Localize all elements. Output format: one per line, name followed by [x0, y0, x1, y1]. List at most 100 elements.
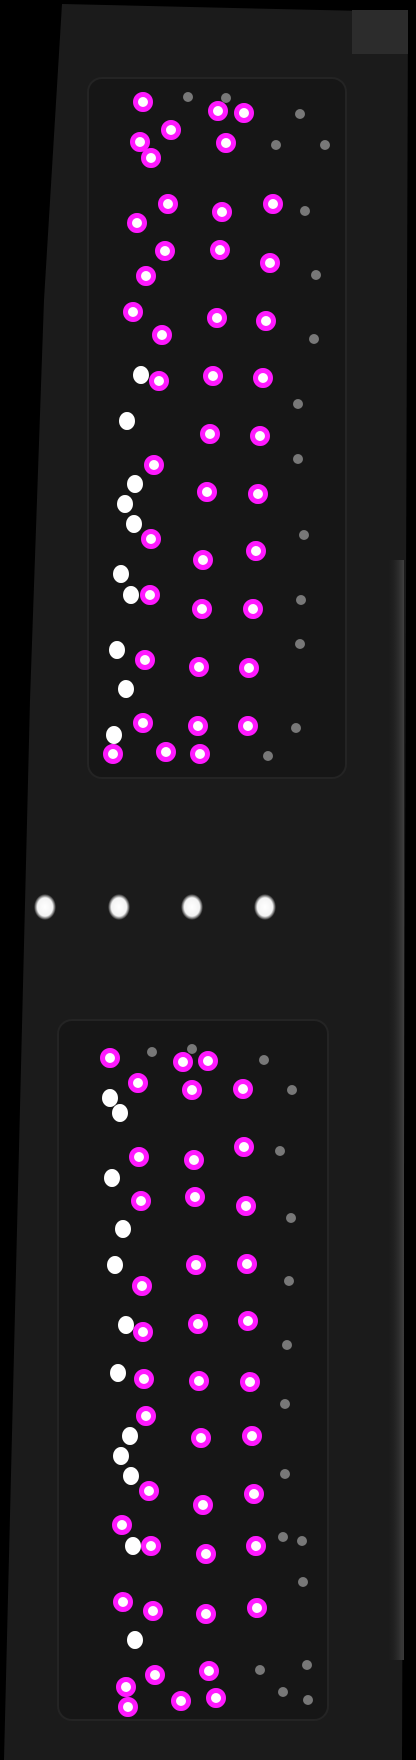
marker-ring	[197, 482, 217, 502]
marker-ring	[238, 716, 258, 736]
marker-ring	[158, 194, 178, 214]
marker-ring	[198, 1051, 218, 1071]
bright-spot	[123, 586, 139, 604]
dim-spot	[309, 334, 319, 344]
marker-ring	[136, 1406, 156, 1426]
dim-spot	[282, 1340, 292, 1350]
marker-ring	[113, 1592, 133, 1612]
dim-spot	[275, 1146, 285, 1156]
marker-ring	[103, 744, 123, 764]
marker-ring	[112, 1515, 132, 1535]
marker-ring	[240, 1372, 260, 1392]
marker-ring	[173, 1052, 193, 1072]
marker-ring	[234, 103, 254, 123]
marker-ring	[141, 148, 161, 168]
marker-ring	[216, 133, 236, 153]
dim-spot	[296, 595, 306, 605]
marker-ring	[203, 366, 223, 386]
bright-spot	[127, 475, 143, 493]
marker-ring	[206, 1688, 226, 1708]
marker-rings-group	[100, 92, 283, 1717]
dim-spot	[278, 1687, 288, 1697]
marker-ring	[189, 657, 209, 677]
marker-ring	[185, 1187, 205, 1207]
marker-ring	[143, 1601, 163, 1621]
marker-ring	[193, 550, 213, 570]
dim-spot	[286, 1213, 296, 1223]
marker-ring	[100, 1048, 120, 1068]
bright-spot	[254, 894, 276, 920]
dim-spot	[221, 93, 231, 103]
dim-spot	[295, 639, 305, 649]
bright-spot	[112, 1104, 128, 1122]
bright-spot	[126, 515, 142, 533]
bright-spots-group	[34, 366, 276, 1649]
marker-ring	[248, 484, 268, 504]
marker-ring	[260, 253, 280, 273]
marker-ring	[141, 1536, 161, 1556]
dim-spot	[280, 1469, 290, 1479]
marker-ring	[199, 1661, 219, 1681]
marker-ring	[244, 1484, 264, 1504]
dim-spot	[291, 723, 301, 733]
bright-spot	[106, 726, 122, 744]
dim-spot	[271, 140, 281, 150]
dim-spot	[320, 140, 330, 150]
marker-ring	[186, 1255, 206, 1275]
marker-ring	[207, 308, 227, 328]
bright-spot	[34, 894, 56, 920]
dim-spot	[303, 1695, 313, 1705]
marker-ring	[131, 1191, 151, 1211]
marker-ring	[161, 120, 181, 140]
dim-spot	[293, 454, 303, 464]
bright-spot	[102, 1089, 118, 1107]
marker-ring	[210, 240, 230, 260]
bright-spot	[125, 1537, 141, 1555]
marker-ring	[156, 742, 176, 762]
dim-spot	[278, 1532, 288, 1542]
dim-spot	[284, 1276, 294, 1286]
bright-spot	[133, 366, 149, 384]
marker-ring	[118, 1697, 138, 1717]
marker-ring	[134, 1369, 154, 1389]
bright-spot	[118, 1316, 134, 1334]
bright-spot	[107, 1256, 123, 1274]
marker-ring	[238, 1311, 258, 1331]
marker-ring	[139, 1481, 159, 1501]
dim-spot	[298, 1577, 308, 1587]
marker-ring	[144, 455, 164, 475]
marker-ring	[208, 101, 228, 121]
dim-spot	[255, 1665, 265, 1675]
dim-spot	[293, 399, 303, 409]
dim-spot	[299, 530, 309, 540]
marker-ring	[237, 1254, 257, 1274]
marker-ring	[135, 650, 155, 670]
dim-spot	[147, 1047, 157, 1057]
marker-ring	[246, 541, 266, 561]
marker-ring	[116, 1677, 136, 1697]
marker-ring	[136, 266, 156, 286]
marker-ring	[130, 132, 150, 152]
bright-spot	[109, 641, 125, 659]
plate-top-patch	[352, 10, 408, 54]
dim-spot	[263, 751, 273, 761]
marker-ring	[192, 599, 212, 619]
marker-ring	[246, 1536, 266, 1556]
marker-ring	[253, 368, 273, 388]
bright-spot	[127, 1631, 143, 1649]
marker-ring	[132, 1276, 152, 1296]
marker-ring	[149, 371, 169, 391]
plate-edge-highlight	[388, 560, 404, 1660]
bright-spot	[110, 1364, 126, 1382]
dim-spot	[295, 109, 305, 119]
marker-ring	[133, 92, 153, 112]
marker-ring	[239, 658, 259, 678]
marker-ring	[155, 241, 175, 261]
marker-ring	[196, 1544, 216, 1564]
marker-ring	[188, 716, 208, 736]
marker-ring	[200, 424, 220, 444]
marker-ring	[188, 1314, 208, 1334]
bright-spot	[113, 565, 129, 583]
marker-ring	[191, 1428, 211, 1448]
